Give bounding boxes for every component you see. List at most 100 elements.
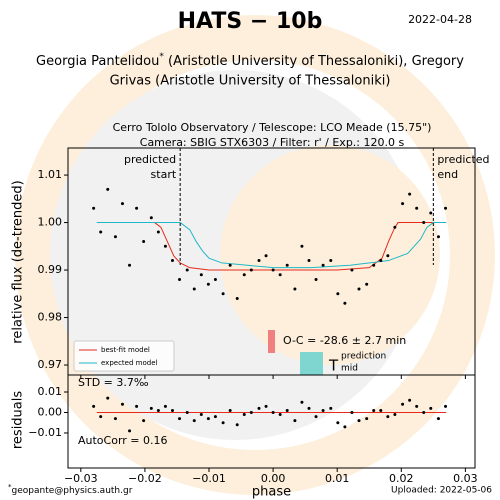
residual-point bbox=[156, 408, 160, 412]
residual-point bbox=[293, 419, 297, 423]
residual-point bbox=[149, 406, 153, 410]
data-point bbox=[415, 206, 419, 210]
data-point bbox=[357, 287, 361, 291]
plot-title: Camera: SBIG STX6303 / Filter: r' / Exp.… bbox=[140, 136, 405, 149]
residual-point bbox=[228, 408, 232, 412]
tmid-label: mid bbox=[341, 364, 358, 374]
data-point bbox=[249, 268, 253, 272]
data-point bbox=[300, 244, 304, 248]
data-point bbox=[235, 297, 239, 301]
data-point bbox=[142, 240, 146, 244]
std-label: STD = 3.7‰ bbox=[78, 376, 149, 389]
annotation: end bbox=[437, 168, 458, 181]
residual-point bbox=[415, 404, 419, 408]
residual-point bbox=[307, 406, 311, 410]
residual-point bbox=[372, 408, 376, 412]
x-tick-label: 0.03 bbox=[453, 472, 478, 485]
data-point bbox=[135, 206, 139, 210]
data-point bbox=[228, 263, 232, 267]
data-point bbox=[350, 268, 354, 272]
data-point bbox=[422, 221, 426, 225]
email: geopante@physics.auth.gr bbox=[12, 486, 133, 496]
residual-point bbox=[199, 413, 203, 417]
authors: Grivas (Aristotle University of Thessalo… bbox=[110, 74, 391, 89]
residual-point bbox=[393, 413, 397, 417]
data-point bbox=[314, 278, 318, 282]
data-point bbox=[393, 225, 397, 229]
legend-label: best-fit model bbox=[101, 346, 150, 354]
x-tick-label: 0.00 bbox=[261, 472, 286, 485]
affiliation: (Aristotle University of Thessaloniki), … bbox=[164, 54, 464, 69]
residual-point bbox=[329, 406, 333, 410]
data-point bbox=[436, 235, 440, 239]
date: 2022-04-28 bbox=[408, 13, 472, 26]
residual-point bbox=[213, 415, 217, 419]
residual-point bbox=[128, 429, 132, 433]
data-point bbox=[285, 263, 289, 267]
annotation: predicted bbox=[124, 153, 176, 166]
residual-point bbox=[221, 421, 225, 425]
data-point bbox=[278, 273, 282, 277]
data-point bbox=[185, 268, 189, 272]
data-point bbox=[293, 287, 297, 291]
residual-point bbox=[444, 404, 448, 408]
residual-point bbox=[436, 417, 440, 421]
y-tick-label: 1.00 bbox=[38, 216, 63, 229]
data-point bbox=[149, 216, 153, 220]
residual-point bbox=[401, 402, 405, 406]
y-tick-label: 1.01 bbox=[38, 168, 63, 181]
annotation: start bbox=[151, 168, 177, 181]
author: Georgia Pantelidou bbox=[36, 54, 159, 69]
y-tick-label: 0.01 bbox=[38, 385, 63, 398]
data-point bbox=[199, 273, 203, 277]
data-point bbox=[386, 254, 390, 258]
y-tick-label: 0.98 bbox=[38, 311, 63, 324]
residual-point bbox=[249, 410, 253, 414]
residual-point bbox=[257, 406, 261, 410]
data-point bbox=[271, 268, 275, 272]
residual-point bbox=[365, 417, 369, 421]
residual-point bbox=[357, 419, 361, 423]
annotation: predicted bbox=[437, 153, 489, 166]
data-point bbox=[156, 230, 160, 234]
y-tick-label: 0.99 bbox=[38, 263, 63, 276]
footer-email: *geopante@physics.auth.gr bbox=[8, 483, 133, 496]
oc-box bbox=[268, 330, 275, 353]
residual-point bbox=[113, 417, 117, 421]
residual-point bbox=[429, 406, 433, 410]
data-point bbox=[178, 278, 182, 282]
data-point bbox=[257, 259, 261, 263]
data-point bbox=[99, 230, 103, 234]
residual-point bbox=[386, 415, 390, 419]
data-point bbox=[379, 259, 383, 263]
residual-point bbox=[264, 404, 268, 408]
residual-point bbox=[92, 404, 96, 408]
y-axis-label: residuals bbox=[11, 391, 26, 450]
y-tick-label: 0.00 bbox=[38, 405, 63, 418]
data-point bbox=[372, 263, 376, 267]
x-tick-label: −0.01 bbox=[192, 472, 226, 485]
residual-point bbox=[271, 410, 275, 414]
data-point bbox=[92, 206, 96, 210]
model-line bbox=[96, 222, 447, 271]
data-point bbox=[170, 259, 174, 263]
x-tick-label: −0.03 bbox=[64, 472, 98, 485]
data-point bbox=[343, 301, 347, 305]
x-tick-label: −0.02 bbox=[128, 472, 162, 485]
legend-label: expected model bbox=[101, 359, 157, 367]
data-point bbox=[106, 187, 110, 191]
residual-point bbox=[285, 408, 289, 412]
data-point bbox=[128, 263, 132, 267]
tmid-label: T bbox=[328, 357, 339, 375]
legend-box bbox=[73, 340, 175, 372]
residual-point bbox=[178, 417, 182, 421]
data-point bbox=[163, 244, 167, 248]
residual-point bbox=[99, 415, 103, 419]
data-point bbox=[242, 273, 246, 277]
residual-point bbox=[106, 396, 110, 400]
tmid-label: prediction bbox=[341, 352, 386, 362]
uploaded: Uploaded: 2022-05-06 bbox=[391, 486, 492, 496]
residual-point bbox=[192, 419, 196, 423]
data-point bbox=[365, 282, 369, 286]
residual-point bbox=[350, 410, 354, 414]
